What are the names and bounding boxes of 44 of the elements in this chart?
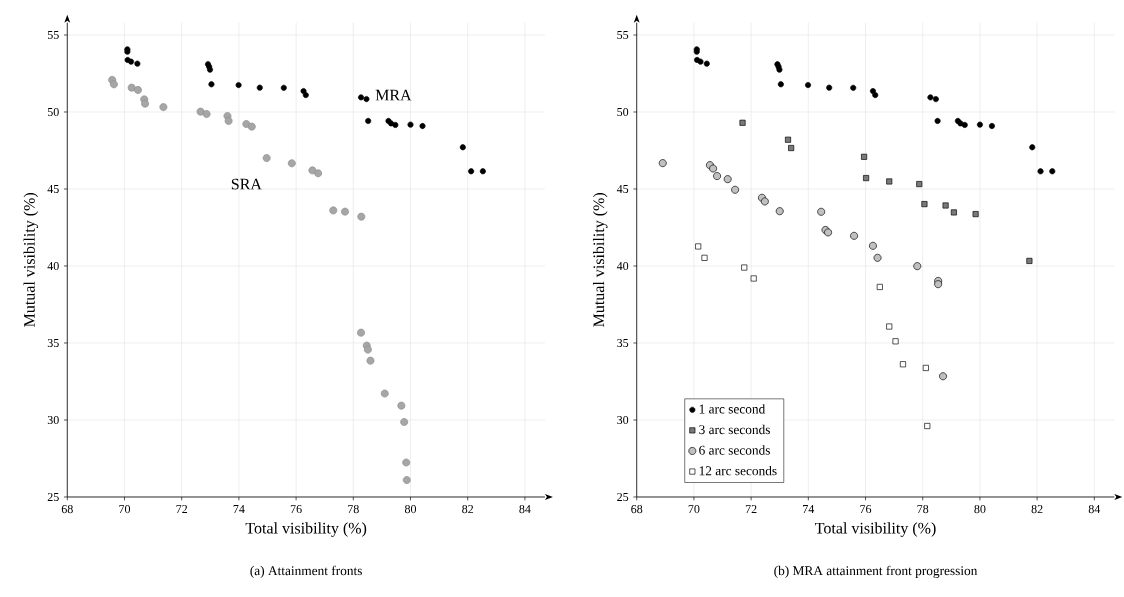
series-label: SRA [231, 178, 262, 190]
x-tick-label: 68 [61, 505, 73, 514]
x-tick-label: 76 [860, 505, 872, 514]
y-tick-label: 45 [47, 184, 59, 194]
x-axis-title: Total visibility (%) [815, 522, 936, 537]
y-axis-title: Mutual visibility (%) [592, 192, 608, 327]
x-tick-label: 74 [803, 505, 815, 513]
y-tick-label: 30 [617, 415, 629, 425]
x-tick-label: 70 [688, 505, 700, 514]
x-tick-label: 78 [917, 505, 929, 514]
x-tick-label: 84 [519, 505, 531, 514]
x-tick-label: 76 [290, 505, 302, 514]
legend-label: 12 arc seconds [699, 465, 777, 476]
x-tick-label: 72 [176, 505, 188, 513]
x-tick-label: 82 [1031, 505, 1043, 514]
y-tick-label: 35 [617, 338, 629, 348]
y-tick-label: 30 [47, 415, 59, 425]
legend-label: 3 arc seconds [699, 424, 770, 435]
x-tick-label: 74 [233, 505, 245, 513]
y-tick-label: 50 [617, 107, 629, 117]
y-tick-label: 40 [47, 261, 59, 271]
series-label: MRA [375, 89, 412, 101]
x-tick-label: 80 [404, 505, 417, 514]
y-tick-label: 25 [47, 492, 59, 502]
x-tick-label: 84 [1088, 505, 1101, 514]
legend-label: 1 arc second [699, 404, 766, 414]
text: (a) Attainment fronts [250, 565, 362, 578]
x-tick-label: 70 [119, 505, 131, 514]
x-tick-label: 82 [462, 505, 474, 514]
y-tick-label: 40 [616, 261, 629, 271]
legend-label: 6 arc seconds [699, 445, 770, 455]
y-tick-label: 35 [47, 338, 59, 348]
y-tick-label: 55 [47, 31, 59, 39]
y-tick-label: 45 [616, 184, 629, 194]
x-axis-title: Total visibility (%) [245, 522, 367, 537]
y-tick-label: 55 [617, 31, 629, 39]
y-tick-label: 25 [617, 492, 629, 502]
y-axis-title: Mutual visibility (%) [23, 192, 39, 327]
x-tick-label: 80 [974, 505, 986, 514]
y-tick-label: 50 [47, 107, 59, 117]
x-tick-label: 68 [631, 505, 643, 514]
x-tick-label: 72 [745, 505, 757, 513]
x-tick-label: 78 [348, 505, 359, 514]
text: (b) MRA attainment front progression [774, 565, 978, 578]
